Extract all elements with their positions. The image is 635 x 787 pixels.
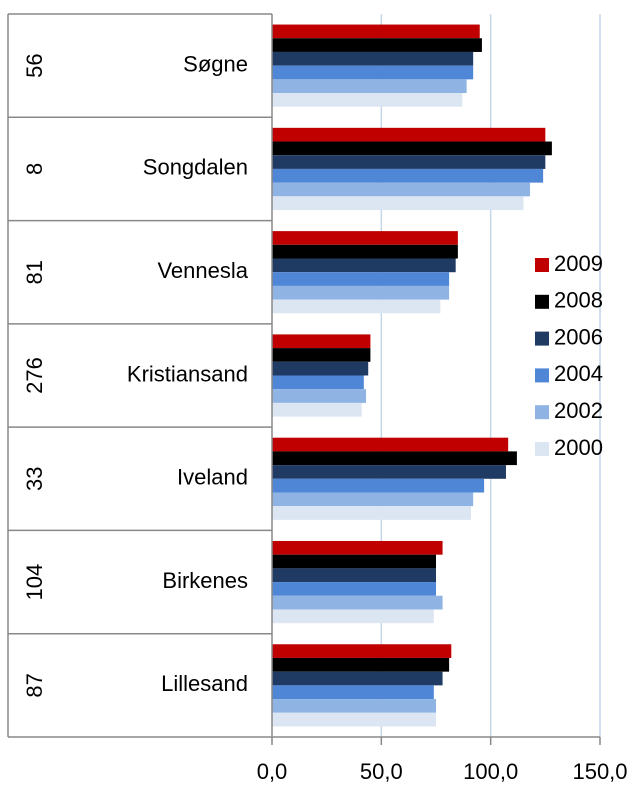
bar <box>272 361 369 376</box>
x-tick-label: 50,0 <box>360 759 403 784</box>
bar <box>272 554 436 569</box>
group-label: 81 <box>22 260 47 284</box>
bar <box>272 141 552 156</box>
bar <box>272 478 485 493</box>
bar <box>272 644 452 658</box>
group-label: 87 <box>22 673 47 697</box>
legend-swatch <box>535 405 549 420</box>
bar <box>272 79 467 94</box>
legend-swatch <box>535 258 549 272</box>
group-label: 33 <box>22 467 47 491</box>
bar <box>272 285 450 300</box>
bar <box>272 492 474 507</box>
group-label: 104 <box>22 564 47 601</box>
bar <box>272 595 443 610</box>
bar <box>272 196 524 211</box>
bar <box>272 299 441 314</box>
bar <box>272 389 367 403</box>
bar <box>272 348 371 362</box>
bar <box>272 582 436 596</box>
legend-label: 2008 <box>554 288 603 313</box>
legend-label: 2000 <box>554 435 603 460</box>
bar <box>272 685 434 700</box>
legend-label: 2009 <box>554 251 603 276</box>
legend-label: 2002 <box>554 398 603 423</box>
bar <box>272 168 544 183</box>
group-label: 276 <box>22 357 47 394</box>
group-label: 8 <box>22 163 47 175</box>
bar <box>272 51 474 66</box>
bar <box>272 540 443 555</box>
category-label: Songdalen <box>143 155 248 180</box>
legend-swatch <box>535 294 549 309</box>
legend-label: 2006 <box>554 324 603 349</box>
bar <box>272 506 471 520</box>
legend-swatch <box>535 331 549 346</box>
x-tick-label: 100,0 <box>463 759 518 784</box>
bar <box>272 699 436 713</box>
bar <box>272 334 371 349</box>
legend-swatch <box>535 442 549 456</box>
bar <box>272 437 509 452</box>
bar <box>272 272 450 286</box>
bar <box>272 182 531 197</box>
bar <box>272 231 458 245</box>
bar <box>272 671 443 686</box>
bar <box>272 451 517 466</box>
bar <box>272 24 480 39</box>
category-label: Søgne <box>183 51 248 76</box>
legend-swatch <box>535 368 549 383</box>
bar <box>272 657 450 672</box>
bar <box>272 258 456 273</box>
group-label: 56 <box>22 53 47 77</box>
bar <box>272 244 458 259</box>
bar <box>272 375 364 390</box>
category-label: Vennesla <box>157 258 248 283</box>
bar <box>272 65 474 80</box>
x-tick-label: 0,0 <box>257 759 288 784</box>
bar <box>272 568 436 583</box>
category-label: Lillesand <box>161 671 248 696</box>
bar <box>272 155 546 169</box>
bar <box>272 93 463 107</box>
category-label: Iveland <box>177 465 248 490</box>
bar <box>272 712 436 727</box>
bar <box>272 402 362 417</box>
bar <box>272 609 434 624</box>
bar <box>272 38 482 52</box>
category-label: Kristiansand <box>127 361 248 386</box>
bar <box>272 465 506 479</box>
bar <box>272 127 546 142</box>
category-label: Birkenes <box>162 568 248 593</box>
x-tick-label: 150,0 <box>572 759 627 784</box>
legend-label: 2004 <box>554 361 603 386</box>
